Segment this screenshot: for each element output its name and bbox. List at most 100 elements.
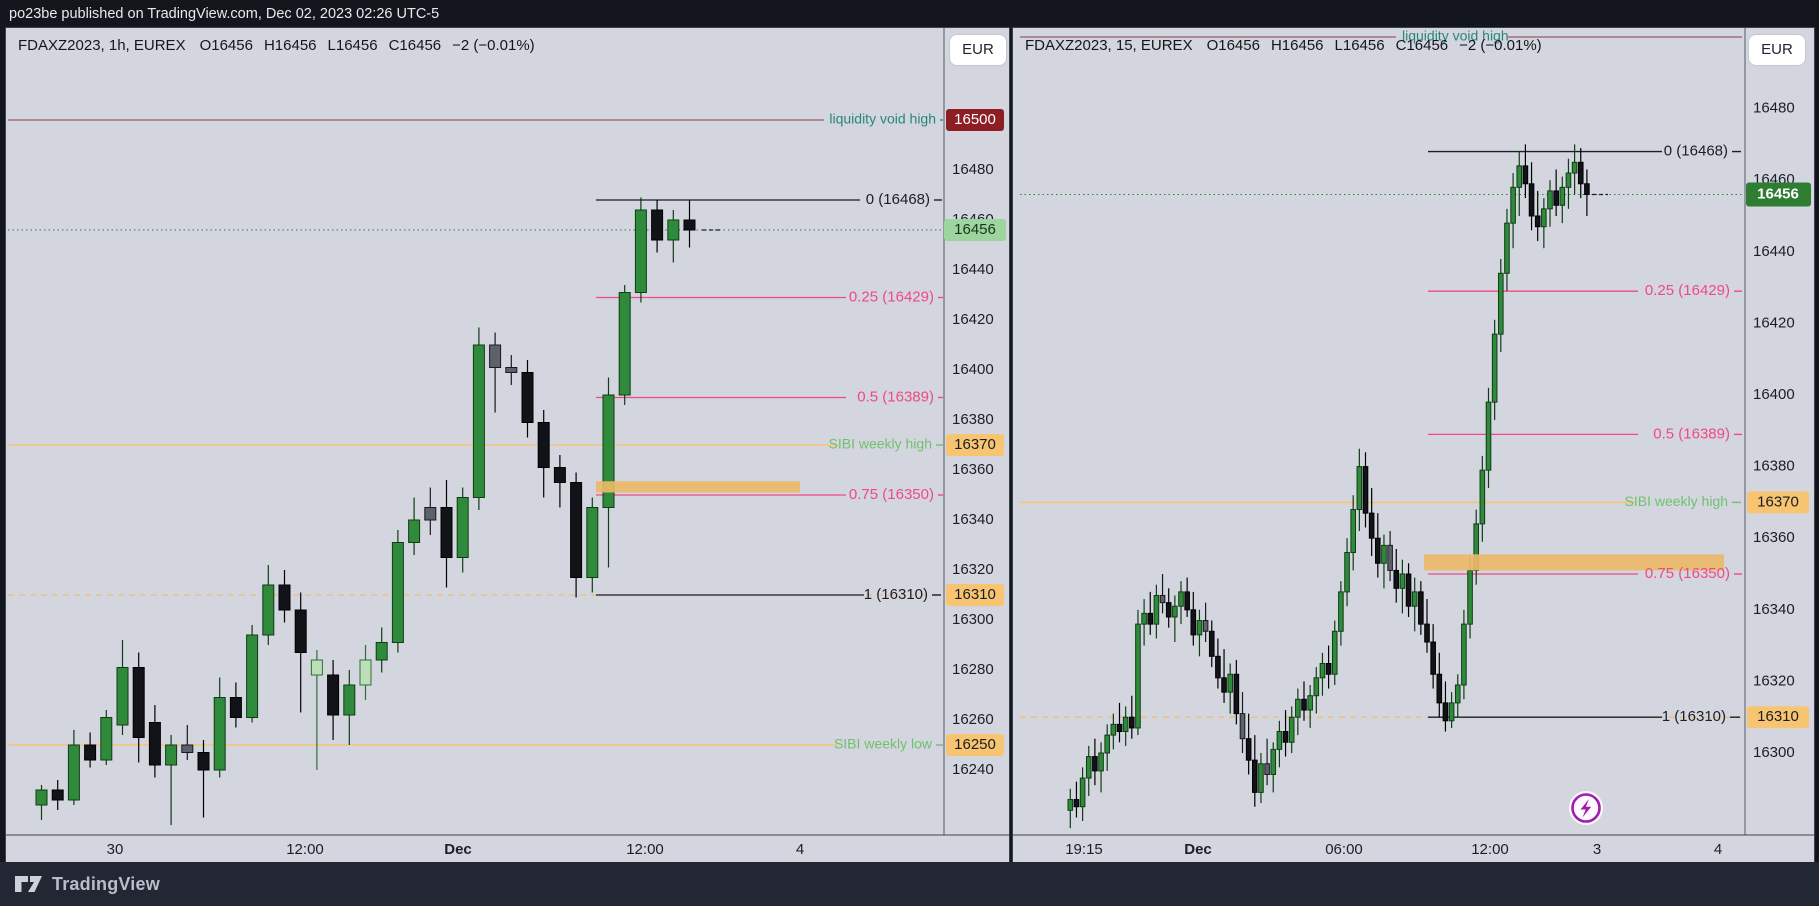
candle: [1104, 734, 1111, 754]
level-label: 0.5 (16389): [1653, 425, 1730, 442]
candle: [1331, 630, 1338, 675]
price-chart-canvas-1h[interactable]: liquidity void high 16500 0 (16468) 0.25 (1…: [6, 28, 1009, 862]
candle: [618, 292, 631, 396]
candle: [67, 744, 80, 801]
currency-badge[interactable]: EUR: [1749, 35, 1805, 65]
time-scale[interactable]: 19:15 Dec 06:00 12:00 3 4: [1065, 841, 1722, 858]
candle: [1141, 612, 1147, 625]
candle: [1196, 620, 1203, 636]
time-scale[interactable]: 30 12:00 Dec 12:00 4: [107, 841, 805, 858]
svg-text:16370: 16370: [954, 436, 996, 453]
candle: [310, 659, 323, 676]
svg-text:4: 4: [1714, 841, 1722, 858]
candle: [1467, 569, 1473, 625]
svg-text:16260: 16260: [952, 711, 994, 728]
candle: [327, 674, 340, 716]
svg-text:16320: 16320: [952, 561, 994, 578]
ohlc-values: O16456 H16456 L16456 C16456 −2 (−0.01%): [200, 37, 546, 54]
candle: [1399, 573, 1406, 589]
candle: [424, 507, 437, 521]
svg-text:16250: 16250: [954, 736, 996, 753]
candle: [1350, 509, 1357, 554]
svg-text:16480: 16480: [1753, 100, 1795, 117]
candle: [1491, 333, 1498, 403]
axis-price-badge: [1747, 706, 1809, 729]
chart-legend-1h[interactable]: FDAXZ2023, 1h, EUREX O16456 H16456 L16456 C1…: [18, 37, 546, 54]
candle: [1239, 713, 1246, 740]
ohlc-part: H16456: [263, 37, 317, 54]
svg-text:16400: 16400: [1753, 386, 1795, 403]
currency-badge[interactable]: EUR: [950, 35, 1006, 65]
candle: [489, 344, 502, 368]
symbol-title: FDAXZ2023, 1h, EUREX: [18, 37, 186, 54]
level-labels-layer: liquidity void high 16500 0 (16468) 0.25 (1…: [829, 109, 1004, 756]
candle: [1375, 537, 1381, 564]
svg-text:16480: 16480: [952, 161, 994, 178]
candle: [1135, 623, 1141, 729]
candle: [359, 659, 372, 686]
candle: [683, 219, 696, 231]
candle: [1301, 698, 1307, 711]
level-labels-layer: liquidity void high 0 (16468) 0.25 (16429)…: [1402, 28, 1809, 729]
sibi-box: [1424, 554, 1724, 571]
svg-text:16440: 16440: [1753, 243, 1795, 260]
candle: [1559, 186, 1566, 206]
candle: [1522, 165, 1529, 185]
tradingview-logo[interactable]: TradingView: [14, 874, 160, 895]
candle: [100, 717, 113, 761]
svg-text:16340: 16340: [1753, 601, 1795, 618]
svg-text:16400: 16400: [952, 361, 994, 378]
axis-price-badge: [946, 434, 1004, 456]
candle: [1227, 673, 1234, 693]
ohlc-part: O16456: [1206, 37, 1260, 54]
candle: [116, 667, 129, 726]
chart-panel-1h[interactable]: liquidity void high 16500 0 (16468) 0.25 (1…: [5, 27, 1010, 863]
axis-price-badge: [1747, 491, 1809, 514]
candle: [51, 789, 64, 801]
level-label: 0 (16468): [1664, 143, 1728, 160]
candle: [1233, 673, 1240, 715]
tradingview-logo-icon: [15, 876, 42, 892]
price-chart-canvas-15m[interactable]: liquidity void high 0 (16468) 0.25 (16429)…: [1013, 28, 1814, 862]
candle: [472, 344, 485, 498]
candle: [1098, 752, 1104, 772]
chart-panel-15m[interactable]: liquidity void high 0 (16468) 0.25 (16429)…: [1012, 27, 1815, 863]
footer-bar: TradingView: [0, 862, 1819, 906]
level-label: 1 (16310): [864, 586, 928, 603]
level-label: 0.75 (16350): [1645, 565, 1730, 582]
candle: [1122, 716, 1129, 733]
candle: [1252, 759, 1258, 793]
candle: [148, 722, 161, 766]
price-scale[interactable]: 1648016460164401642016400163801636016340…: [952, 161, 994, 778]
svg-text:16360: 16360: [1753, 529, 1795, 546]
svg-text:16456: 16456: [954, 221, 996, 238]
candle: [440, 507, 453, 558]
flash-icon[interactable]: [1569, 791, 1603, 825]
candle: [1516, 165, 1523, 188]
svg-text:16500: 16500: [954, 111, 996, 128]
candle: [1165, 602, 1172, 618]
svg-text:Dec: Dec: [1184, 841, 1212, 858]
candle: [375, 642, 388, 661]
candle: [1221, 677, 1227, 693]
publish-info-bar: po23be published on TradingView.com, Dec…: [0, 0, 1819, 28]
svg-text:4: 4: [796, 841, 804, 858]
candle: [505, 367, 518, 373]
svg-text:16280: 16280: [952, 661, 994, 678]
candle: [1547, 190, 1553, 210]
candle: [1295, 698, 1301, 718]
candle: [294, 609, 307, 653]
candle: [1504, 222, 1510, 274]
chart-legend-15m[interactable]: FDAXZ2023, 15, EUREX O16456 H16456 L16456 C1…: [1025, 37, 1553, 54]
candle: [537, 422, 550, 468]
candle: [1258, 763, 1264, 793]
candle: [1245, 738, 1252, 761]
candle: [1208, 630, 1215, 657]
candle: [570, 482, 583, 578]
candle: [1079, 777, 1086, 808]
candle: [1276, 731, 1283, 750]
level-label: SIBI weekly high: [829, 436, 933, 452]
candle: [1270, 748, 1277, 775]
svg-text:16420: 16420: [1753, 314, 1795, 331]
candle: [1393, 569, 1400, 589]
